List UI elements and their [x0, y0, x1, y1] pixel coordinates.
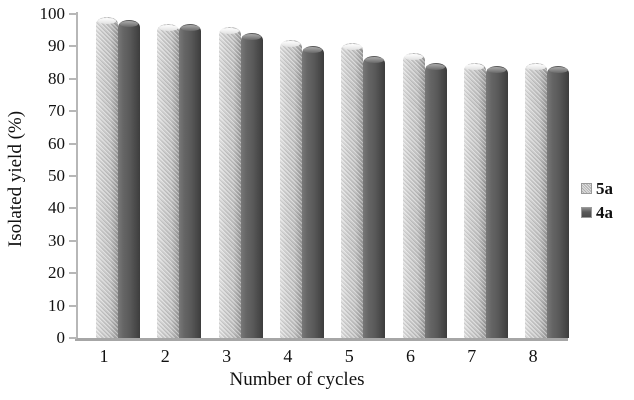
bar-5a-cycle-3	[218, 26, 241, 338]
bar-4a-cycle-8	[547, 65, 570, 338]
y-tick-mark	[69, 142, 77, 145]
plot-area: 0 10 20 30 40 50 60 70 80 90 100	[40, 4, 570, 347]
y-tick-mark	[69, 239, 77, 242]
y-tick-mark	[69, 337, 77, 339]
y-tick-label: 80	[48, 68, 65, 88]
legend-item-5a: 5a	[581, 178, 613, 198]
legend-item-4a: 4a	[581, 202, 613, 222]
x-tick-label-cycle-6: 6	[406, 346, 415, 366]
bar-4a-cycle-2	[179, 23, 202, 338]
x-axis-title: Number of cycles	[229, 369, 365, 390]
bar-5a-cycle-4	[279, 39, 302, 338]
y-tick-mark	[69, 272, 77, 275]
x-tick-label-cycle-4: 4	[283, 346, 293, 366]
y-tick-label: 40	[48, 198, 65, 218]
x-tick-label-cycle-7: 7	[467, 346, 477, 366]
legend-swatch-5a	[581, 183, 592, 194]
x-tick-label-cycle-3: 3	[222, 346, 232, 366]
y-tick-label: 100	[39, 4, 66, 23]
y-tick-mark	[69, 175, 77, 177]
bar-4a-cycle-3	[240, 33, 263, 338]
y-axis-line	[76, 12, 78, 338]
y-tick-label: 50	[48, 166, 65, 185]
x-tick-label-cycle-8: 8	[528, 346, 538, 366]
bar-5a-cycle-7	[463, 62, 486, 338]
y-tick-label: 30	[48, 230, 65, 250]
bar-4a-cycle-7	[485, 65, 508, 338]
bar-4a-cycle-4	[301, 46, 324, 338]
y-tick-label: 20	[48, 263, 65, 283]
bar-5a-cycle-2	[157, 23, 180, 338]
bar-5a-cycle-8	[525, 62, 548, 338]
y-tick-mark	[69, 304, 77, 307]
bar-4a-cycle-6	[424, 62, 447, 338]
y-tick-mark	[69, 77, 77, 80]
x-tick-label-cycle-5: 5	[344, 346, 354, 366]
bar-4a-cycle-5	[363, 56, 386, 338]
bar-4a-cycle-1	[118, 20, 140, 338]
y-tick-label: 10	[48, 295, 65, 315]
y-tick-label: 90	[48, 36, 65, 56]
y-tick-mark	[69, 207, 77, 210]
legend-label-5a: 5a	[596, 178, 613, 198]
y-tick-mark	[69, 45, 77, 48]
x-tick-label-cycle-2: 2	[160, 346, 170, 366]
y-tick-label: 0	[56, 328, 66, 347]
bar-5a-cycle-5	[341, 43, 364, 338]
x-tick-label-cycle-1: 1	[99, 346, 109, 366]
y-tick-label: 60	[48, 133, 65, 153]
bar-5a-cycle-1	[96, 17, 118, 338]
legend-label-4a: 4a	[596, 202, 613, 222]
legend: 5a 4a	[581, 178, 613, 229]
y-tick-label: 70	[48, 101, 65, 121]
legend-swatch-4a	[581, 207, 592, 218]
bar-5a-cycle-6	[402, 52, 425, 338]
y-tick-mark	[69, 110, 77, 113]
y-tick-mark	[69, 13, 77, 15]
x-axis-line	[75, 338, 568, 341]
